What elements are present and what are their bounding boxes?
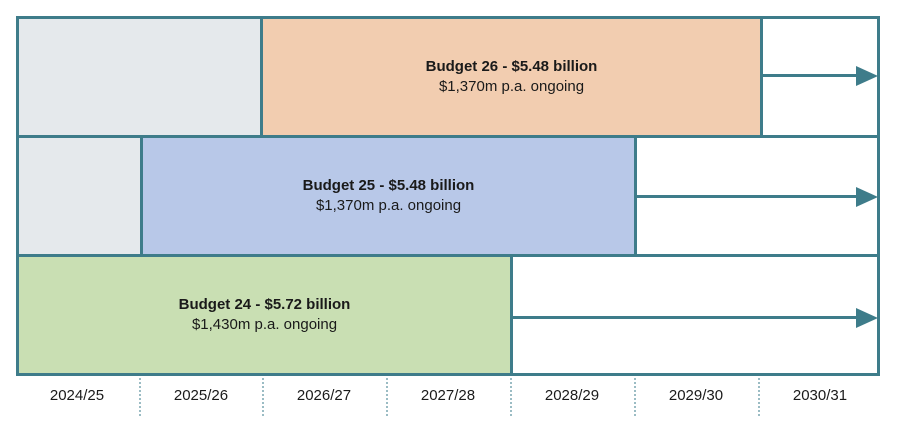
budget-25-subtitle: $1,370m p.a. ongoing [315, 197, 462, 214]
budget-24-title: Budget 24 - $5.72 billion [178, 296, 351, 313]
row1-ongoing-arrow-line [763, 74, 859, 77]
year-label-2027-28: 2027/28 [420, 387, 476, 404]
row2-arrow-head-icon [856, 186, 878, 207]
year-label-2028-29: 2028/29 [544, 387, 600, 404]
budget-26-bar: Budget 26 - $5.48 billion $1,370m p.a. o… [260, 16, 763, 138]
budget-25-bar: Budget 25 - $5.48 billion $1,370m p.a. o… [140, 135, 637, 257]
row3-ongoing-cell [510, 254, 880, 376]
row2-inactive-cell [16, 135, 143, 257]
year-separator [634, 378, 636, 416]
row2-ongoing-arrow-line [637, 195, 859, 198]
row3-arrow-head-icon [856, 307, 878, 328]
year-label-2030-31: 2030/31 [792, 387, 848, 404]
budget-25-title: Budget 25 - $5.48 billion [302, 177, 475, 194]
year-label-2024-25: 2024/25 [49, 387, 105, 404]
row3-ongoing-arrow-line [513, 316, 859, 319]
year-separator [139, 378, 141, 416]
year-separator [386, 378, 388, 416]
year-separator [262, 378, 264, 416]
row1-inactive-cell [16, 16, 263, 138]
row1-arrow-head-icon [856, 65, 878, 86]
year-label-2025-26: 2025/26 [173, 387, 229, 404]
budget-26-title: Budget 26 - $5.48 billion [425, 58, 598, 75]
budget-26-subtitle: $1,370m p.a. ongoing [438, 78, 585, 95]
budget-24-subtitle: $1,430m p.a. ongoing [191, 316, 338, 333]
year-separator [510, 378, 512, 416]
year-label-2029-30: 2029/30 [668, 387, 724, 404]
year-separator [758, 378, 760, 416]
year-label-2026-27: 2026/27 [296, 387, 352, 404]
budget-24-bar: Budget 24 - $5.72 billion $1,430m p.a. o… [16, 254, 513, 376]
